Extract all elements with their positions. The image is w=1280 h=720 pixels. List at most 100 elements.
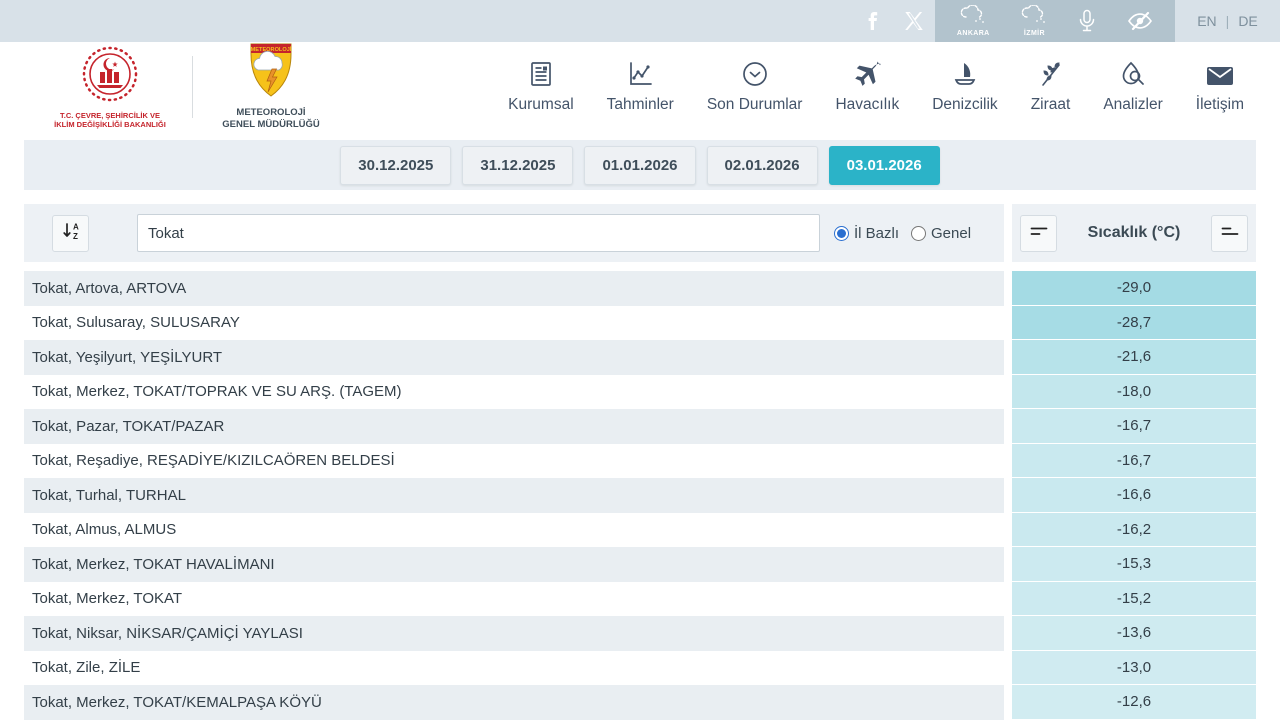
nav-label: Analizler [1103,95,1163,113]
wheat-icon [1039,61,1063,87]
station-name: Tokat, Sulusaray, SULUSARAY [32,314,240,332]
city-label: İZMİR [1023,30,1045,37]
station-name: Tokat, Turhal, TURHAL [24,478,1004,513]
nav-label: İletişim [1195,95,1244,113]
snow-cloud-icon [960,4,986,29]
date-tab-1[interactable]: 30.12.2025 [340,145,452,185]
radio-il-bazli-input[interactable] [834,225,849,241]
station-name: Tokat, Zile, ZİLE [32,659,141,677]
sort-az-icon: A Z [61,221,81,246]
nav-kurumsal[interactable]: Kurumsal [508,61,574,114]
nav-analizler[interactable]: Analizler [1103,61,1163,114]
visually-impaired-eye-icon[interactable] [1127,11,1153,31]
station-name: Tokat, Niksar, NİKSAR/ÇAMİÇİ YAYLASI [24,616,1004,651]
nav-label: Denizcilik [932,95,998,113]
temperature-column-header: Sıcaklık (°C) [1012,204,1256,262]
table-row[interactable]: Tokat, Merkez, TOKAT -15,2 [24,581,1256,616]
sailboat-icon [952,61,978,87]
nav-tahminler[interactable]: Tahminler [607,61,674,114]
table-row[interactable]: Tokat, Turhal, TURHAL -16,6 [24,478,1256,513]
nav-havacilik[interactable]: Havacılık [835,61,899,114]
temperature-cell: -18,0 [1012,374,1256,409]
temperature-cell: -15,3 [1012,547,1256,582]
mgm-logo-text: METEOROLOJİ GENEL MÜDÜRLÜĞÜ [222,106,320,130]
station-name: Tokat, Yeşilyurt, YEŞİLYURT [24,340,1004,375]
table-row[interactable]: Tokat, Merkez, TOKAT/KEMALPAŞA KÖYÜ -12,… [24,685,1256,720]
temperature-cell: -16,7 [1012,409,1256,444]
ministry-logo[interactable]: T.C. ÇEVRE, ŞEHİRCİLİK VE İKLİM DEĞİŞİKL… [46,45,174,130]
radio-label: İl Bazlı [854,224,900,242]
station-search-input[interactable] [137,214,820,252]
nav-label: Havacılık [835,95,900,113]
station-name: Tokat, Artova, ARTOVA [24,271,1004,306]
temperature-cell: -16,6 [1012,478,1256,513]
table-row[interactable]: Tokat, Merkez, TOKAT HAVALİMANI -15,3 [24,547,1256,582]
station-name: Tokat, Merkez, TOKAT/TOPRAK VE SU ARŞ. (… [32,383,402,401]
lang-de[interactable]: DE [1238,13,1258,29]
sort-descending-button[interactable] [1020,214,1057,252]
site-header: T.C. ÇEVRE, ŞEHİRCİLİK VE İKLİM DEĞİŞİKL… [0,42,1280,132]
nav-label: Ziraat [1030,95,1071,113]
sort-ascending-button[interactable] [1211,214,1248,252]
radio-genel[interactable]: Genel [911,225,971,242]
lang-en[interactable]: EN [1197,13,1217,29]
envelope-icon [1206,65,1234,87]
mgm-shield-icon: METEOROLOJİ [250,43,292,97]
nav-denizcilik[interactable]: Denizcilik [932,61,998,114]
temperature-cell: -16,7 [1012,443,1256,478]
nav-ziraat[interactable]: Ziraat [1030,61,1071,114]
x-twitter-icon[interactable] [893,0,935,42]
temperature-cell: -13,6 [1012,616,1256,651]
nav-label: Kurumsal [508,95,574,113]
radio-il-bazli[interactable]: İl Bazlı [834,225,899,242]
facebook-icon[interactable] [851,0,893,42]
station-name: Tokat, Reşadiye, REŞADİYE/KIZILCAÖREN BE… [32,452,395,470]
svg-text:METEOROLOJİ: METEOROLOJİ [251,46,292,53]
table-row[interactable]: Tokat, Yeşilyurt, YEŞİLYURT -21,6 [24,340,1256,375]
mgm-logo[interactable]: METEOROLOJİ METEOROLOJİ GENEL MÜDÜRLÜĞÜ [211,43,331,132]
table-row[interactable]: Tokat, Niksar, NİKSAR/ÇAMİÇİ YAYLASI -13… [24,616,1256,651]
date-tab-3[interactable]: 01.01.2026 [584,145,696,185]
city-label: ANKARA [956,30,990,37]
temperature-header-label: Sıcaklık (°C) [1087,224,1181,241]
nav-iletisim[interactable]: İletişim [1196,65,1244,114]
table-row[interactable]: Tokat, Pazar, TOKAT/PAZAR -16,7 [24,409,1256,444]
station-name: Tokat, Merkez, TOKAT HAVALİMANI [24,547,1004,582]
table-row[interactable]: Tokat, Zile, ZİLE -13,0 [24,650,1256,685]
main-nav: Kurumsal Tahminler Son Durumlar [508,61,1244,114]
date-tab-5-active[interactable]: 03.01.2026 [828,145,940,185]
ministry-logo-text: T.C. ÇEVRE, ŞEHİRCİLİK VE İKLİM DEĞİŞİKL… [54,110,166,129]
radio-genel-input[interactable] [911,225,927,241]
language-switcher: EN | DE [1175,0,1280,42]
filter-row: A Z İl Bazlı Genel Sıcaklık ( [24,204,1256,262]
table-row[interactable]: Tokat, Artova, ARTOVA -29,0 [24,271,1256,306]
weather-widget-izmir[interactable]: İZMİR [1021,4,1047,37]
table-row[interactable]: Tokat, Sulusaray, SULUSARAY -28,7 [24,305,1256,340]
table-row[interactable]: Tokat, Almus, ALMUS -16,2 [24,512,1256,547]
microphone-icon[interactable] [1079,9,1095,33]
city-weather-block: ANKARA İZMİR [935,0,1175,42]
ministry-emblem-icon [82,46,138,101]
svg-text:A: A [73,222,79,231]
date-tab-2[interactable]: 31.12.2025 [462,145,574,185]
temperature-cell: -13,0 [1012,650,1256,685]
logo-divider [192,56,193,118]
top-bar: ANKARA İZMİR EN | [0,0,1280,42]
table-row[interactable]: Tokat, Merkez, TOKAT/TOPRAK VE SU ARŞ. (… [24,374,1256,409]
weather-widget-ankara[interactable]: ANKARA [956,4,990,37]
nav-son-durumlar[interactable]: Son Durumlar [707,61,802,114]
sort-ascending-icon [1220,221,1240,246]
date-tab-4[interactable]: 02.01.2026 [706,145,818,185]
sort-descending-icon [1029,221,1049,246]
station-name: Tokat, Merkez, TOKAT/KEMALPAŞA KÖYÜ [24,685,1004,720]
temperature-cell: -28,7 [1012,305,1256,340]
radio-label: Genel [931,224,972,242]
table-row[interactable]: Tokat, Reşadiye, REŞADİYE/KIZILCAÖREN BE… [24,443,1256,478]
svg-text:Z: Z [73,232,78,241]
lang-separator: | [1225,13,1230,29]
temperature-cell: -21,6 [1012,340,1256,375]
social-links [851,0,935,42]
sort-alphabetical-button[interactable]: A Z [52,214,89,252]
nav-label: Tahminler [606,95,674,113]
plane-icon [853,61,881,87]
